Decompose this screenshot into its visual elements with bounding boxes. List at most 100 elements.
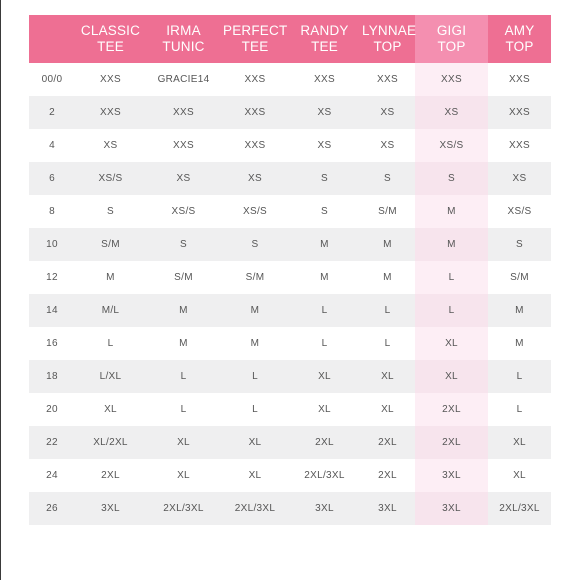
size-cell: XXS — [289, 63, 360, 96]
table-row: 14 M/L M M L L L M — [29, 294, 551, 327]
column-header-line1: PERFECT — [223, 23, 288, 38]
column-header: AMY TOP — [488, 15, 551, 63]
size-cell: XXS — [146, 96, 221, 129]
size-cell: 2XL/3XL — [146, 492, 221, 525]
table-row: 4 XS XXS XXS XS XS XS/S XXS — [29, 129, 551, 162]
us-size-cell: 18 — [29, 360, 75, 393]
size-cell: XS — [488, 162, 551, 195]
size-cell: L — [289, 294, 360, 327]
size-cell: L — [360, 294, 415, 327]
size-cell: XXS — [221, 96, 289, 129]
table-row: 6 XS/S XS XS S S S XS — [29, 162, 551, 195]
size-cell: S — [289, 195, 360, 228]
size-cell: M — [221, 294, 289, 327]
column-header: LYNNAE TOP — [360, 15, 417, 63]
size-cell: M — [289, 228, 360, 261]
size-cell: L — [221, 360, 289, 393]
header-corner-cell — [29, 15, 75, 63]
size-cell: XS — [360, 129, 415, 162]
size-cell: GRACIE14 — [146, 63, 221, 96]
table-row: 12 M S/M S/M M M L S/M — [29, 261, 551, 294]
size-cell: XL — [360, 360, 415, 393]
size-cell: XS — [146, 162, 221, 195]
size-cell: S/M — [488, 261, 551, 294]
size-cell: 3XL — [415, 492, 488, 525]
column-header-line1: IRMA — [166, 23, 201, 38]
us-size-cell: 8 — [29, 195, 75, 228]
size-cell: XL — [75, 393, 146, 426]
size-cell: XS — [360, 96, 415, 129]
column-header-line1: RANDY — [300, 23, 349, 38]
header-row: CLASSIC TEE IRMA TUNIC PERFECT TEE RANDY TEE LYN… — [29, 15, 551, 63]
table-row: 10 S/M S S M M M S — [29, 228, 551, 261]
size-cell: 3XL — [415, 459, 488, 492]
size-cell: 2XL — [360, 459, 415, 492]
size-cell: XXS — [75, 63, 146, 96]
us-size-cell: 00/0 — [29, 63, 75, 96]
size-cell: XXS — [488, 63, 551, 96]
size-cell: XS — [289, 96, 360, 129]
size-chart-table: CLASSIC TEE IRMA TUNIC PERFECT TEE RANDY TEE LYN… — [29, 15, 551, 525]
column-header-line2: TUNIC — [162, 39, 205, 54]
us-size-cell: 20 — [29, 393, 75, 426]
column-header-line2: TOP — [437, 39, 466, 54]
column-header-line2: TOP — [373, 39, 402, 54]
us-size-cell: 16 — [29, 327, 75, 360]
size-cell: S — [360, 162, 415, 195]
size-cell: M — [415, 228, 488, 261]
size-cell: XL — [360, 393, 415, 426]
size-cell: XS/S — [488, 195, 551, 228]
size-cell: M — [146, 327, 221, 360]
size-cell: M — [360, 261, 415, 294]
size-cell: 3XL — [289, 492, 360, 525]
size-cell: M — [289, 261, 360, 294]
us-size-cell: 10 — [29, 228, 75, 261]
size-cell: 2XL — [415, 393, 488, 426]
size-cell: L — [415, 261, 488, 294]
us-size-cell: 12 — [29, 261, 75, 294]
size-cell: XL — [221, 426, 289, 459]
size-cell: S/M — [75, 228, 146, 261]
us-size-cell: 26 — [29, 492, 75, 525]
us-size-cell: 2 — [29, 96, 75, 129]
size-cell: S — [75, 195, 146, 228]
table-row: 26 3XL 2XL/3XL 2XL/3XL 3XL 3XL 3XL 2XL/3XL — [29, 492, 551, 525]
size-cell: XS — [75, 129, 146, 162]
size-cell: M — [75, 261, 146, 294]
size-cell: XL — [415, 360, 488, 393]
size-cell: M — [415, 195, 488, 228]
column-header-line2: TOP — [505, 39, 534, 54]
size-cell: XS — [415, 96, 488, 129]
size-cell: L — [488, 360, 551, 393]
size-chart: CLASSIC TEE IRMA TUNIC PERFECT TEE RANDY TEE LYN… — [29, 15, 551, 525]
column-header: PERFECT TEE — [221, 15, 289, 63]
size-cell: S/M — [221, 261, 289, 294]
column-header-line1: AMY — [504, 23, 535, 38]
column-header-line1: CLASSIC — [80, 23, 141, 38]
table-row: 20 XL L L XL XL 2XL L — [29, 393, 551, 426]
column-header: GIGI TOP — [415, 15, 488, 63]
size-cell: XXS — [488, 96, 551, 129]
size-cell: XL — [488, 426, 551, 459]
table-row: 16 L M M L L XL M — [29, 327, 551, 360]
size-cell: S — [289, 162, 360, 195]
page-left-border — [0, 0, 1, 580]
table-row: 00/0 XXS GRACIE14 XXS XXS XXS XXS XXS — [29, 63, 551, 96]
size-cell: 2XL/3XL — [221, 492, 289, 525]
size-cell: XS/S — [146, 195, 221, 228]
size-cell: XL/2XL — [75, 426, 146, 459]
column-header-line1: LYNNAE — [362, 23, 417, 38]
size-cell: XL — [289, 360, 360, 393]
size-rows: 00/0 XXS GRACIE14 XXS XXS XXS XXS XXS 2 XXS XXS XXS… — [29, 63, 551, 525]
size-cell: XS — [289, 129, 360, 162]
column-header-line2: TEE — [241, 39, 269, 54]
size-cell: L — [146, 393, 221, 426]
table-row: 2 XXS XXS XXS XS XS XS XXS — [29, 96, 551, 129]
us-size-cell: 24 — [29, 459, 75, 492]
size-cell: 2XL — [415, 426, 488, 459]
size-cell: M — [221, 327, 289, 360]
us-size-cell: 4 — [29, 129, 75, 162]
column-header: IRMA TUNIC — [146, 15, 221, 63]
size-cell: S — [146, 228, 221, 261]
size-cell: 3XL — [75, 492, 146, 525]
